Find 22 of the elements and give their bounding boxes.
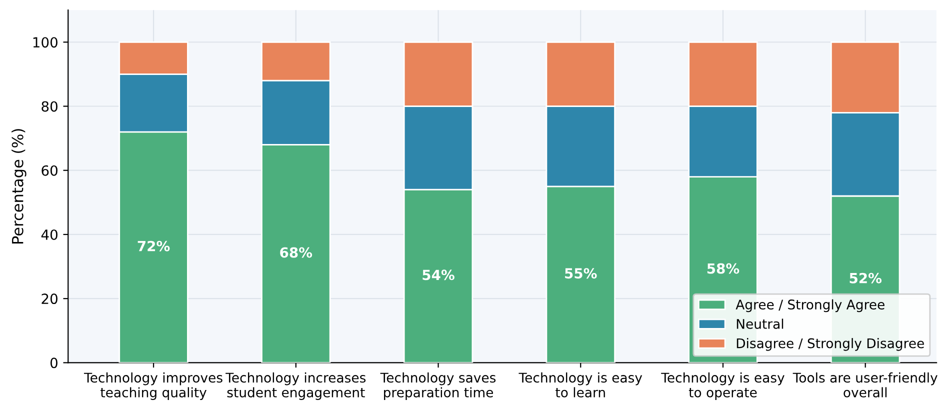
y-tick-label: 0 [50,358,58,368]
x-tick-label: Technology is easy to learn [518,372,642,398]
legend-label: Neutral [736,318,784,329]
y-tick-label: 20 [42,294,58,304]
data-label: 55% [565,268,597,279]
y-tick-label: 80 [42,101,58,112]
x-tick-label: Tools are user-friendly overall [792,372,938,398]
data-label: 54% [422,270,454,280]
x-tick-label: Technology saves preparation time [380,372,496,400]
legend-label: Disagree / Strongly Disagree [736,338,924,351]
y-tick-label: 100 [33,37,58,48]
data-label: 52% [850,272,882,284]
data-label: 58% [707,263,740,274]
x-tick-label: Technology improves teaching quality [84,372,222,400]
legend-label: Agree / Strongly Agree [736,299,884,312]
data-label: 68% [280,247,312,258]
y-tick-label: 60 [42,165,58,176]
data-label: 72% [138,240,170,252]
x-tick-label: Technology is easy to operate [661,372,784,400]
y-tick-label: 40 [41,229,58,240]
x-tick-label: Technology increases student engagement [226,372,366,400]
y-axis-title: Percentage (%) [12,129,26,244]
